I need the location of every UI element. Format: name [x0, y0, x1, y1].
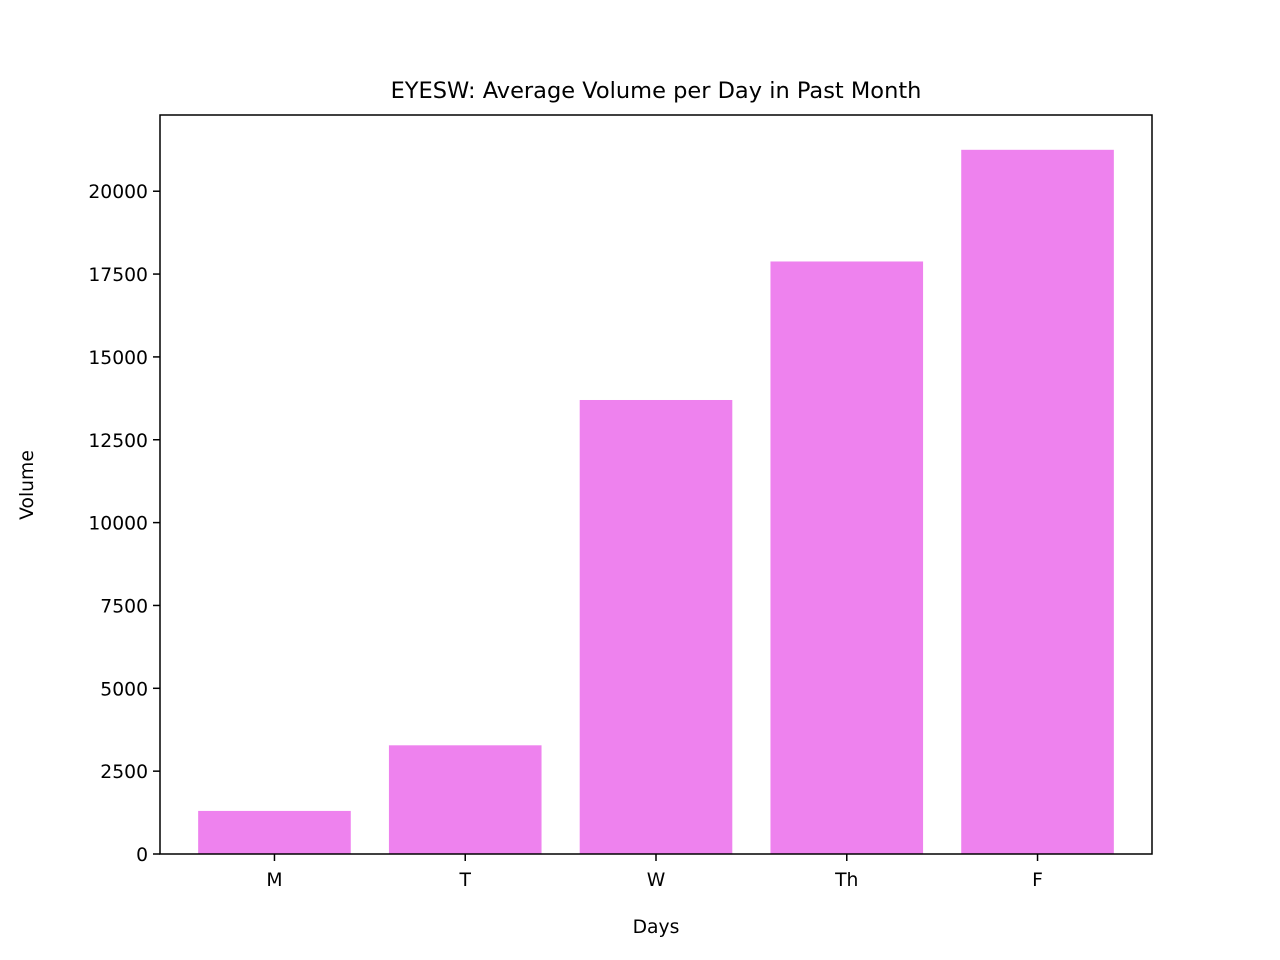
bars-group	[198, 149, 1114, 854]
x-axis-ticks: M T W Th F	[266, 854, 1043, 891]
bar-w	[579, 399, 733, 854]
y-tick-label: 12500	[88, 431, 148, 452]
y-tick-label: 5000	[100, 679, 148, 700]
bar-m	[198, 810, 351, 854]
bar-th	[770, 261, 924, 854]
y-tick-label: 20000	[88, 182, 148, 203]
y-axis-label: Volume	[17, 450, 38, 520]
y-tick-label: 0	[136, 845, 148, 866]
y-tick-label: 7500	[100, 596, 148, 617]
bar-f	[961, 149, 1114, 854]
x-tick-label: T	[458, 870, 471, 891]
y-axis-ticks: 0 2500 5000 7500 10000 12500 15000 17500 20000	[88, 182, 160, 866]
x-axis-label: Days	[633, 917, 680, 938]
y-tick-label: 10000	[88, 514, 148, 535]
y-tick-label: 15000	[88, 348, 148, 369]
chart-title: EYESW: Average Volume per Day in Past Mo…	[391, 78, 922, 104]
x-tick-label: M	[266, 870, 282, 891]
x-tick-label: Th	[834, 870, 858, 891]
x-tick-label: W	[647, 870, 666, 891]
y-tick-label: 17500	[88, 265, 148, 286]
y-tick-label: 2500	[100, 762, 148, 783]
bar-t	[388, 745, 542, 854]
plot-frame	[159, 114, 1153, 855]
x-tick-label: F	[1032, 870, 1043, 891]
